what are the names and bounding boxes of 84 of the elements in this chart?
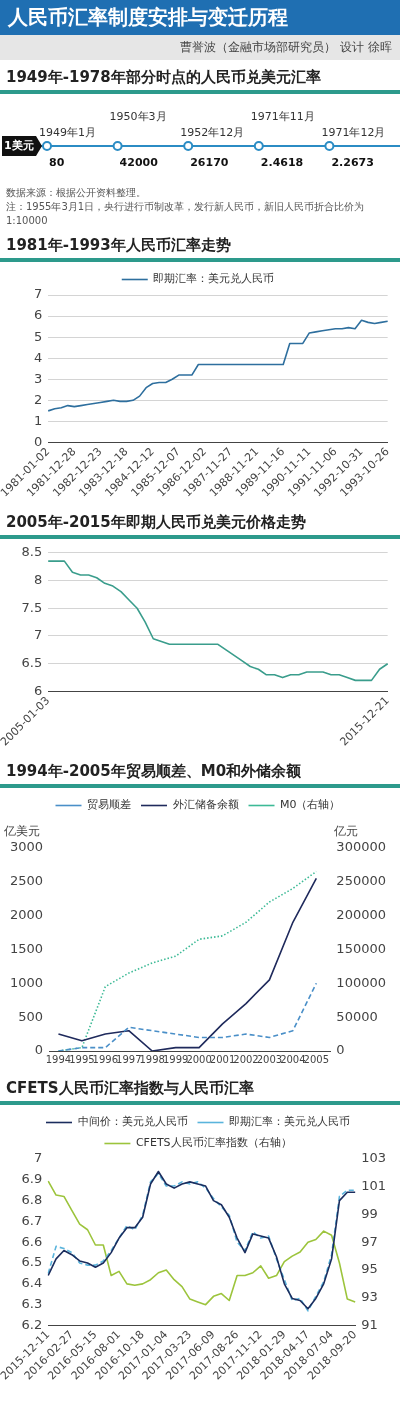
category-label: 1971年11月 — [250, 110, 315, 123]
y2-tick-label: 0 — [336, 1042, 345, 1058]
y-tick-label: 8 — [33, 571, 43, 587]
data-label: 80 — [49, 155, 65, 169]
y2-tick-label: 93 — [361, 1289, 378, 1305]
legend-label: 中间价：美元兑人民币 — [77, 1115, 188, 1129]
category-label: 1952年12月 — [180, 126, 245, 139]
data-label: 26170 — [190, 155, 229, 169]
y-tick-label: 6.2 — [21, 1316, 43, 1332]
y-tick-label: 7 — [33, 1150, 43, 1166]
chart-title: CFETS人民币汇率指数与人民币汇率 — [0, 1071, 400, 1105]
y-tick-label: 2500 — [9, 873, 44, 889]
x-tick-label: 2002 — [233, 1053, 259, 1065]
text: 曹誉波（金融市场部研究员） 设计 徐晖 — [0, 35, 400, 60]
x-tick-label: 1995 — [69, 1053, 95, 1065]
y-tick-label: 3000 — [9, 839, 44, 855]
x-tick-label: 2005 — [303, 1053, 330, 1065]
y2-axis-title: 亿元 — [333, 823, 359, 838]
y2-tick-label: 101 — [361, 1178, 387, 1194]
x-tick-label: 1997 — [116, 1053, 142, 1065]
legend-label: 外汇储备余额 — [172, 798, 239, 812]
y2-tick-label: 91 — [361, 1316, 378, 1332]
y-tick-label: 6.8 — [21, 1191, 43, 1207]
data-label: 42000 — [119, 155, 159, 169]
y-tick-label: 1000 — [9, 974, 44, 990]
y-tick-label: 6.4 — [21, 1275, 43, 1291]
y-tick-label: 6.6 — [21, 1233, 43, 1249]
y-tick-label: 5 — [33, 328, 43, 344]
chart-title: 1994年-2005年贸易顺差、M0和外储余额 — [0, 754, 400, 788]
line-series — [57, 982, 318, 1051]
legend-label: CFETS人民币汇率指数（右轴） — [135, 1136, 292, 1150]
y-tick-label: 6.9 — [21, 1171, 43, 1187]
x-tick-label: 2000 — [186, 1053, 212, 1065]
legend-label: 即期汇率：美元兑人民币 — [229, 1115, 350, 1129]
y2-tick-label: 103 — [361, 1150, 387, 1166]
y-tick-label: 4 — [33, 349, 43, 365]
y2-tick-label: 97 — [361, 1233, 378, 1249]
y-tick-label: 7.5 — [21, 599, 43, 615]
y-tick-label: 6.5 — [21, 655, 43, 671]
y-tick-label: 6 — [33, 307, 43, 323]
x-tick-label: 2003 — [256, 1053, 283, 1065]
y2-tick-label: 150000 — [336, 940, 387, 956]
y2-tick-label: 100000 — [336, 974, 387, 990]
y-tick-label: 6.3 — [21, 1296, 43, 1312]
y-tick-label: 7 — [33, 627, 43, 643]
y-tick-label: 6.7 — [21, 1212, 43, 1228]
y-tick-label: 1 — [33, 412, 43, 428]
y-tick-label: 6 — [33, 682, 43, 698]
text: 注：1955年3月1日，央行进行币制改革，发行新人民币，新旧人民币折合比价为1:10000 — [5, 200, 366, 228]
y2-tick-label: 95 — [361, 1261, 378, 1277]
y-tick-label: 7 — [33, 286, 43, 302]
text: 人民币汇率制度安排与变迁历程 — [0, 0, 400, 35]
data-label: 2.2673 — [331, 155, 374, 169]
y2-tick-label: 99 — [361, 1205, 378, 1221]
y-axis-title: 亿美元 — [3, 823, 40, 838]
y-tick-label: 500 — [18, 1008, 44, 1024]
y2-tick-label: 200000 — [336, 906, 387, 922]
text: 1949年-1978年部分时点的人民币兑美元汇率 — [0, 60, 400, 94]
legend-label: 即期汇率：美元兑人民币 — [153, 272, 275, 286]
legend-label: 贸易顺差 — [87, 798, 132, 812]
y-tick-label: 8.5 — [21, 544, 43, 560]
category-label: 1950年3月 — [109, 110, 167, 123]
y-tick-label: 1500 — [9, 940, 44, 956]
y2-tick-label: 50000 — [336, 1008, 378, 1024]
text: 1美元 — [4, 138, 34, 152]
y-tick-label: 0 — [34, 1042, 44, 1058]
y-tick-label: 3 — [33, 370, 43, 386]
y-tick-label: 2000 — [9, 906, 44, 922]
category-label: 1949年1月 — [39, 126, 96, 139]
legend-label: M0（右轴） — [280, 798, 341, 812]
source-note: 数据来源：根据公开资料整理。 — [5, 186, 147, 200]
category-label: 1971年12月 — [321, 126, 386, 139]
x-tick-label: 1994 — [45, 1053, 72, 1065]
y2-tick-label: 250000 — [336, 873, 387, 889]
data-label: 2.4618 — [260, 155, 304, 169]
y-tick-label: 0 — [33, 433, 43, 449]
y2-tick-label: 300000 — [336, 839, 387, 855]
y-tick-label: 6.5 — [21, 1254, 43, 1270]
x-tick-label: 2004 — [280, 1053, 306, 1065]
chart-title: 2005年-2015年即期人民币兑美元价格走势 — [0, 505, 400, 539]
chart-title: 1981年-1993年人民币汇率走势 — [0, 228, 400, 262]
x-tick-label: 1996 — [92, 1053, 119, 1065]
x-tick-label: 1998 — [139, 1053, 165, 1065]
y-tick-label: 2 — [33, 391, 43, 407]
